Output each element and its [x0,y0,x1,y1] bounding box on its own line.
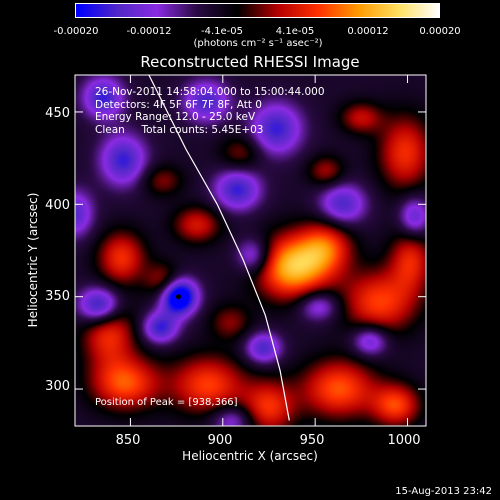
chart-title: Reconstructed RHESSI Image [140,53,360,71]
x-tick-label: 850 [115,433,141,448]
colorbar-gradient [75,3,440,18]
minimum-marker [175,294,181,300]
y-tick-label: 350 [45,289,70,304]
y-axis-label: Heliocentric Y (arcsec) [26,192,40,328]
plot-frame [74,74,427,427]
colorbar-tick-label: 0.00020 [419,26,461,37]
x-axis-label: Heliocentric X (arcsec) [182,449,318,463]
y-axis-ticks [75,111,426,390]
y-tick-label: 300 [45,379,70,394]
x-tick-label: 900 [207,433,233,448]
x-axis-ticks [129,75,409,426]
observation-info: 26-Nov-2011 14:58:04.000 to 15:00:44.000… [95,86,325,136]
energy-range-text: Energy Range: 12.0 - 25.0 keV [95,111,256,124]
time-range-text: 26-Nov-2011 14:58:04.000 to 15:00:44.000 [95,86,325,98]
colorbar-units: (photons cm⁻² s⁻¹ asec⁻²) [193,38,323,49]
y-tick-label: 400 [45,198,70,213]
detectors-text: Detectors: 4F 5F 6F 7F 8F, Att 0 [95,98,262,111]
colorbar-tick-label: 0.00012 [347,26,389,37]
x-tick-label: 1000 [387,433,421,448]
colorbar-tick-label: -0.00012 [126,26,172,37]
clean-counts-text: Clean Total counts: 5.45E+03 [95,123,264,136]
timestamp: 15-Aug-2013 23:42 [395,486,492,497]
minimum-point [175,294,181,300]
heatmap-image [75,75,426,426]
colorbar-tick-label: 4.1e-05 [275,26,315,37]
colorbar-tick-label: -4.1e-05 [201,26,243,37]
colorbar-tick-label: -0.00020 [53,26,99,37]
peak-position-text: Position of Peak = [938,366] [95,397,238,408]
y-tick-label: 450 [45,106,70,121]
x-tick-label: 950 [299,433,325,448]
solar-limb-line [148,74,290,421]
